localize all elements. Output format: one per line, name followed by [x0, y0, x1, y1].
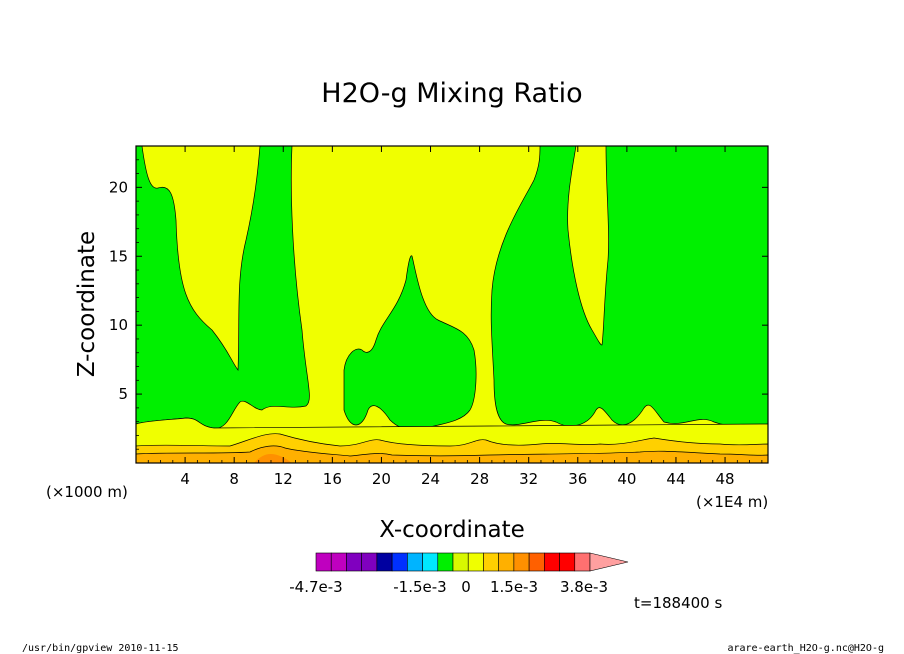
footer-right: arare-earth_H2O-g.nc@H2O-g	[727, 643, 884, 654]
x-tick-label: 36	[568, 470, 587, 488]
colorbar-segment	[376, 552, 393, 572]
colorbar-segment	[483, 552, 499, 572]
plot-frame	[135, 145, 769, 464]
colorbar-tick-label: 0	[461, 578, 471, 596]
contour-orange-band	[135, 445, 769, 464]
colorbar-segment	[422, 552, 439, 572]
x-tick-label: 44	[666, 470, 685, 488]
colorbar-tick-label: -1.5e-3	[393, 578, 446, 596]
x-tick-label: 48	[716, 470, 735, 488]
colorbar-segment	[559, 552, 576, 572]
time-label: t=188400 s	[634, 594, 722, 612]
colorbar-segment	[346, 552, 362, 572]
colorbar-segment	[467, 552, 484, 572]
colorbar-tick-label: 1.5e-3	[490, 578, 538, 596]
colorbar-segment	[528, 552, 545, 572]
colorbar-segment	[513, 552, 530, 572]
colorbar-segment	[544, 552, 560, 572]
colorbar-segment	[437, 552, 454, 572]
x-tick-label: 28	[470, 470, 489, 488]
plot-area	[135, 145, 769, 464]
colorbar-labels: -4.7e-3 -1.5e-3 0 1.5e-3 3.8e-3	[289, 578, 608, 596]
contour-green-right	[490, 145, 769, 427]
x-tick-label: 20	[372, 470, 391, 488]
colorbar-overflow-arrow	[589, 552, 629, 572]
y-tick-label: 10	[109, 316, 128, 334]
y-tick-label: 20	[109, 178, 128, 196]
x-tick-label: 16	[323, 470, 342, 488]
x-axis-title: X-coordinate	[379, 517, 525, 543]
x-tick-label: 8	[229, 470, 239, 488]
x-tick-label: 40	[617, 470, 636, 488]
colorbar-segment	[391, 552, 408, 572]
x-tick-label: 32	[519, 470, 538, 488]
colorbar-segment	[452, 552, 469, 572]
colorbar-tick-label: 3.8e-3	[560, 578, 608, 596]
contour-dark-orange-patch	[254, 454, 292, 463]
colorbar-segment	[315, 552, 332, 572]
y-axis-units: (×1000 m)	[46, 483, 128, 501]
colorbar-segment	[330, 552, 347, 572]
chart-title: H2O-g Mixing Ratio	[321, 78, 582, 109]
colorbar-segment	[574, 552, 591, 572]
y-tick-label: 15	[109, 247, 128, 265]
colorbar-tick-label: -4.7e-3	[289, 578, 342, 596]
colorbar	[315, 552, 629, 572]
colorbar-segment	[407, 552, 423, 572]
contour-green-left	[135, 145, 310, 429]
colorbar-segment	[498, 552, 515, 572]
x-axis-units: (×1E4 m)	[696, 493, 768, 511]
x-tick-label: 24	[421, 470, 440, 488]
y-axis-title: Z-coordinate	[74, 231, 100, 377]
y-axis-ticks: 5 10 15 20	[109, 159, 768, 450]
contour-green-middle	[343, 255, 477, 431]
y-tick-label: 5	[118, 385, 128, 403]
footer-left: /usr/bin/gpview 2010-11-15	[22, 643, 179, 654]
x-tick-label: 4	[180, 470, 190, 488]
colorbar-segment	[361, 552, 378, 572]
x-axis-ticks: 4 8 12 16 20 24 28 32 36 40 44 48	[147, 146, 763, 488]
x-tick-label: 12	[274, 470, 293, 488]
